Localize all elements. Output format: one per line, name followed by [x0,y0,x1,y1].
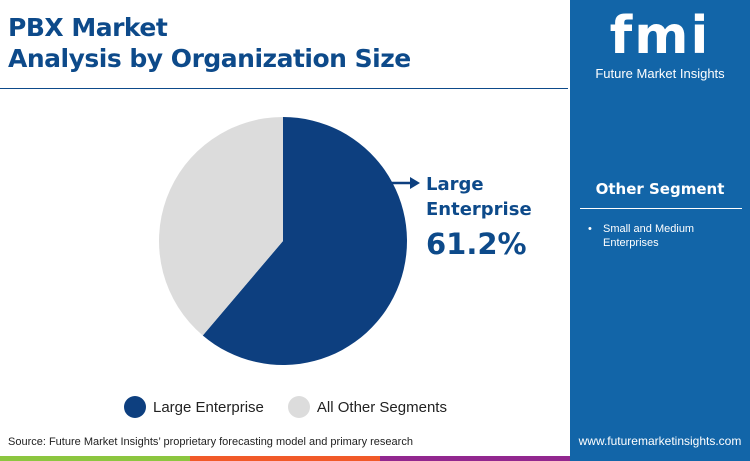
color-bar-segment [570,456,750,461]
legend-item-other: All Other Segments [287,396,447,418]
legend: Large Enterprise All Other Segments [124,396,471,418]
callout-label-2: Enterprise [426,199,532,220]
sidebar: fmi Future Market Insights Other Segment… [570,0,750,456]
callout-arrow [392,177,420,189]
callout-label-1: Large [426,174,484,195]
page-title: PBX Market Analysis by Organization Size [8,12,411,74]
color-bar-segment [0,456,190,461]
title-divider [0,88,568,89]
website-link[interactable]: www.futuremarketinsights.com [578,434,742,448]
legend-swatch [287,396,310,418]
legend-item-large-enterprise: Large Enterprise [124,396,264,418]
other-segment-list: Small and Medium Enterprises [588,222,738,250]
legend-swatch [124,396,146,418]
bottom-color-bar [0,456,750,461]
other-segment-item: Small and Medium Enterprises [588,222,738,250]
pie-chart [159,117,420,366]
fmi-logo: fmi [609,6,711,66]
callout: Large Enterprise 61.2% [426,172,532,264]
title-line-1: PBX Market [8,13,168,42]
callout-value: 61.2% [426,227,527,261]
source-note: Source: Future Market Insights’ propriet… [8,436,413,448]
pie-slice-large-enterprise [202,117,408,366]
color-bar-segment [380,456,570,461]
legend-label: Large Enterprise [153,398,264,416]
color-bar-segment [190,456,380,461]
other-segment-divider [580,208,742,209]
legend-label: All Other Segments [316,398,447,416]
other-segment-heading: Other Segment [595,180,725,198]
pie-slice-all-other-segments [159,117,283,336]
logo-text: Future Market Insights [595,66,725,81]
title-line-2: Analysis by Organization Size [8,44,411,73]
